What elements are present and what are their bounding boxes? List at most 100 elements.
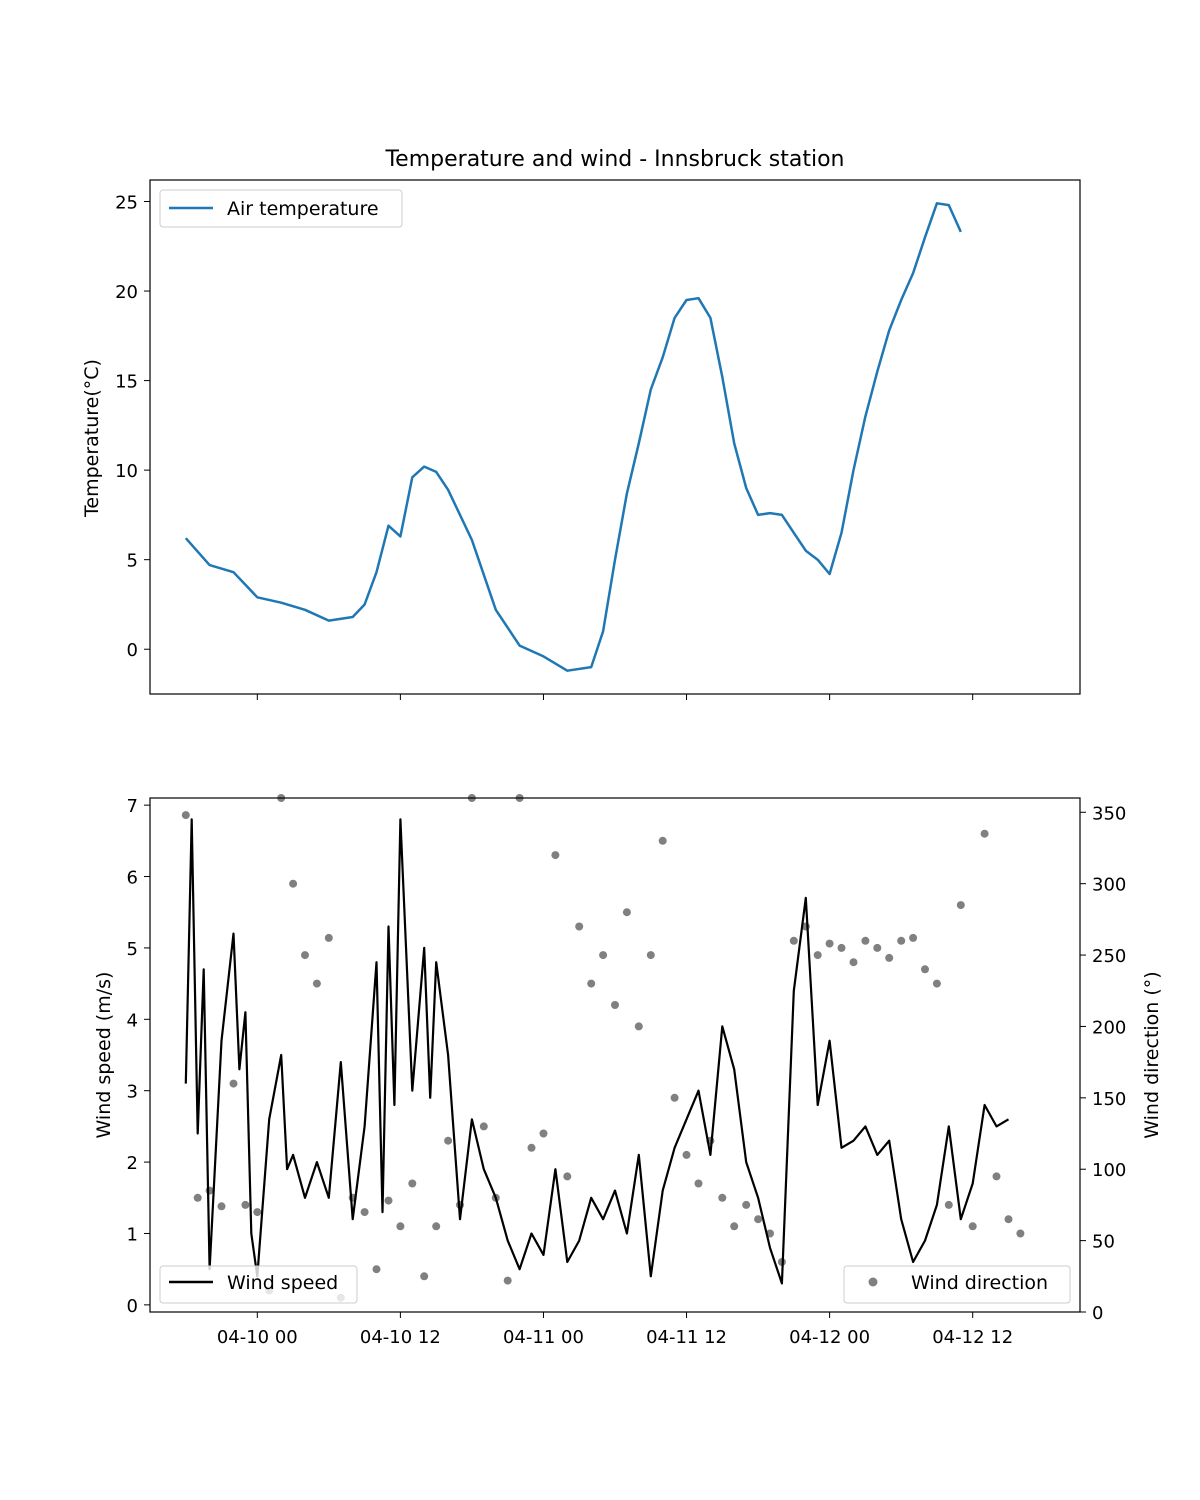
- wind-direction-point: [646, 951, 655, 960]
- wind-direction-axis-label: Wind direction (°): [1141, 971, 1163, 1138]
- wind-direction-point: [1016, 1229, 1025, 1238]
- wind-direction-point: [849, 958, 858, 967]
- wind-direction-point: [944, 1200, 953, 1209]
- legend-label-wind-speed: Wind speed: [227, 1272, 338, 1294]
- y-right-tick-label: 0: [1092, 1303, 1103, 1324]
- wind-direction-point: [289, 879, 298, 888]
- wind-direction-point: [789, 936, 798, 945]
- wind-direction-point: [718, 1193, 727, 1202]
- wind-direction-point: [742, 1200, 751, 1209]
- y-tick-label: 0: [127, 1296, 138, 1317]
- x-tick-label: 04-10 00: [217, 1327, 298, 1348]
- wind-direction-point: [1004, 1215, 1013, 1224]
- wind-direction-point: [420, 1272, 429, 1281]
- temperature-series: [184, 202, 962, 672]
- temperature-y-ticks: 0 5 10 15 20 25: [115, 192, 150, 661]
- wind-direction-point: [658, 836, 667, 845]
- wind-direction-point: [396, 1222, 405, 1231]
- wind-direction-point: [551, 851, 560, 860]
- wind-direction-point: [301, 951, 309, 960]
- wind-direction-point: [885, 953, 894, 962]
- wind-speed-line: [184, 818, 1010, 1285]
- chart-title: Temperature and wind - Innsbruck station: [384, 147, 844, 172]
- temperature-panel: Temperature and wind - Innsbruck station…: [81, 147, 1081, 700]
- wind-direction-point: [634, 1022, 643, 1031]
- wind-direction-point: [694, 1179, 703, 1188]
- wind-direction-point: [599, 951, 608, 960]
- y-tick-label: 0: [127, 640, 138, 661]
- y-right-tick-label: 250: [1092, 946, 1126, 967]
- y-tick-label: 5: [127, 551, 138, 572]
- y-tick-label: 15: [115, 372, 138, 393]
- wind-direction-point: [682, 1150, 691, 1159]
- x-tick-label: 04-12 12: [932, 1327, 1013, 1348]
- wind-direction-point: [622, 908, 631, 917]
- wind-direction-point: [181, 811, 190, 820]
- legend-label-air-temperature: Air temperature: [227, 198, 379, 220]
- x-tick-label: 04-12 00: [789, 1327, 870, 1348]
- y-tick-label: 5: [127, 939, 138, 960]
- temperature-axis-label: Temperature(°C): [81, 359, 103, 518]
- temperature-x-ticks: [256, 694, 974, 700]
- y-tick-label: 3: [127, 1082, 138, 1103]
- wind-direction-point: [372, 1265, 381, 1274]
- y-right-tick-label: 300: [1092, 875, 1126, 896]
- wind-direction-point: [992, 1172, 1001, 1181]
- wind-speed-legend: Wind speed: [159, 1265, 358, 1304]
- wind-direction-point: [360, 1208, 369, 1217]
- legend-box: [159, 1265, 358, 1304]
- y-right-tick-label: 100: [1092, 1160, 1126, 1181]
- wind-axes-frame: [149, 797, 1081, 1313]
- temperature-legend: Air temperature: [159, 189, 403, 228]
- legend-label-wind-direction: Wind direction: [911, 1272, 1048, 1294]
- wind-direction-point: [932, 979, 941, 988]
- y-tick-label: 6: [127, 868, 138, 889]
- wind-direction-y-ticks: 0 50 100 150 200 250 300 350: [1080, 803, 1126, 1324]
- legend-box: [843, 1265, 1071, 1304]
- wind-direction-point: [444, 1136, 453, 1145]
- wind-direction-point: [587, 979, 596, 988]
- y-tick-label: 20: [115, 282, 138, 303]
- wind-speed-y-ticks: 0 1 2 3 4 5 6 7: [127, 796, 150, 1317]
- y-tick-label: 4: [127, 1010, 138, 1031]
- wind-direction-point: [754, 1215, 763, 1224]
- x-tick-label: 04-11 12: [646, 1327, 727, 1348]
- temperature-axes-frame: [149, 179, 1081, 695]
- wind-direction-point: [670, 1093, 679, 1102]
- wind-direction-point: [539, 1129, 548, 1138]
- y-tick-label: 1: [127, 1224, 138, 1245]
- y-right-tick-label: 50: [1092, 1232, 1115, 1253]
- wind-direction-point: [384, 1196, 393, 1205]
- y-tick-label: 10: [115, 461, 138, 482]
- wind-direction-point: [956, 901, 965, 910]
- wind-direction-point: [813, 951, 822, 960]
- y-tick-label: 2: [127, 1153, 138, 1174]
- y-tick-label: 7: [127, 796, 138, 817]
- x-tick-label: 04-10 12: [360, 1327, 441, 1348]
- wind-direction-point: [921, 965, 929, 974]
- wind-x-ticks: 04-10 00 04-10 12 04-11 00 04-11 12 04-12 00…: [217, 1312, 1013, 1348]
- legend-box: [159, 189, 403, 228]
- wind-direction-point: [897, 936, 906, 945]
- wind-speed-axis-label: Wind speed (m/s): [93, 972, 115, 1139]
- wind-speed-series: [184, 818, 1010, 1285]
- wind-direction-point: [825, 939, 834, 948]
- y-right-tick-label: 150: [1092, 1089, 1126, 1110]
- wind-direction-point: [563, 1172, 572, 1181]
- wind-direction-point: [861, 936, 870, 945]
- y-tick-label: 25: [115, 192, 138, 213]
- wind-direction-point: [968, 1222, 977, 1231]
- wind-direction-point: [432, 1222, 441, 1231]
- wind-direction-point: [980, 829, 989, 838]
- wind-direction-point: [217, 1202, 226, 1211]
- wind-direction-point: [229, 1079, 238, 1088]
- wind-direction-point: [408, 1179, 417, 1188]
- wind-direction-point: [575, 922, 584, 931]
- wind-direction-legend: Wind direction: [843, 1265, 1071, 1304]
- legend-marker-wind-direction: [868, 1277, 878, 1287]
- wind-direction-point: [503, 1276, 512, 1285]
- wind-direction-point: [193, 1193, 202, 1202]
- wind-direction-point: [253, 1208, 262, 1217]
